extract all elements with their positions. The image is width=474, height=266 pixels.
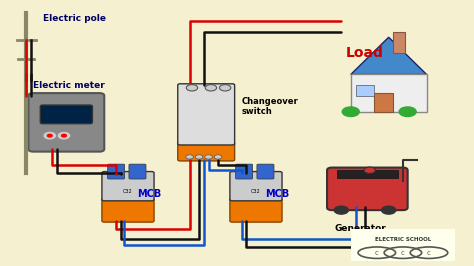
Bar [393,32,405,53]
FancyBboxPatch shape [178,142,235,161]
FancyBboxPatch shape [236,164,253,179]
FancyBboxPatch shape [327,168,408,210]
Text: c: c [427,250,431,256]
Text: Load: Load [346,46,384,60]
Circle shape [44,132,55,139]
Text: Electric pole: Electric pole [43,14,106,23]
Polygon shape [351,37,427,74]
FancyBboxPatch shape [102,198,154,222]
Bar [337,170,398,178]
FancyBboxPatch shape [108,164,125,179]
Text: C32: C32 [251,189,261,194]
Circle shape [334,206,348,214]
FancyBboxPatch shape [28,93,104,152]
Circle shape [364,167,375,173]
Circle shape [195,155,203,159]
FancyBboxPatch shape [178,84,235,145]
Bar [351,74,427,112]
Text: c: c [375,250,379,256]
Text: MCB: MCB [137,189,162,199]
FancyBboxPatch shape [230,198,282,222]
Circle shape [58,132,70,139]
Circle shape [205,155,212,159]
Circle shape [219,85,231,91]
FancyBboxPatch shape [346,227,460,262]
Circle shape [214,155,222,159]
Circle shape [62,134,66,137]
Circle shape [342,107,359,117]
FancyBboxPatch shape [230,172,282,201]
Circle shape [186,85,198,91]
Text: MCB: MCB [265,189,290,199]
Text: ELECTRIC SCHOOL: ELECTRIC SCHOOL [375,238,431,242]
Text: c: c [401,250,405,256]
Circle shape [399,107,416,117]
Bar [374,93,393,112]
Text: C32: C32 [123,189,133,194]
FancyBboxPatch shape [102,172,154,201]
Circle shape [205,85,217,91]
Bar [356,85,374,96]
FancyBboxPatch shape [40,105,92,124]
FancyBboxPatch shape [129,164,146,179]
Circle shape [47,134,52,137]
Text: Generator: Generator [334,224,386,233]
Text: Changeover
switch: Changeover switch [242,97,299,116]
Circle shape [186,155,193,159]
FancyBboxPatch shape [257,164,274,179]
Circle shape [382,206,396,214]
Text: Electric meter: Electric meter [33,81,105,90]
